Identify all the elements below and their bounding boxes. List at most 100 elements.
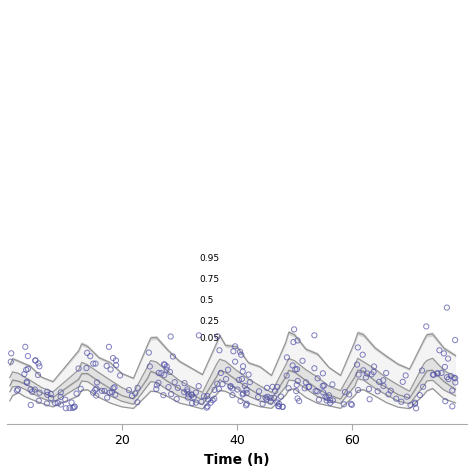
Point (243, 389, 250, 397)
Point (245, 371, 253, 378)
Point (368, 371, 375, 378)
Point (267, 394, 274, 402)
Text: 0.25: 0.25 (200, 318, 219, 327)
Point (364, 370, 371, 377)
Point (31, 386, 38, 393)
Point (235, 376, 243, 384)
Point (239, 391, 246, 398)
Point (346, 391, 353, 398)
Point (100, 387, 108, 395)
Point (54, 399, 62, 407)
Point (348, 401, 356, 409)
Point (279, 403, 286, 410)
Point (23, 379, 31, 387)
Point (242, 401, 250, 409)
Point (185, 391, 192, 398)
Point (44, 388, 51, 395)
Point (290, 338, 297, 346)
Point (322, 393, 329, 401)
Point (164, 383, 172, 391)
Point (277, 393, 285, 401)
Point (237, 397, 244, 405)
Point (452, 379, 459, 386)
Point (93, 385, 100, 392)
Point (36, 363, 43, 370)
Point (68, 399, 75, 406)
Point (203, 392, 211, 400)
Point (21, 343, 29, 351)
Point (259, 400, 266, 408)
Point (13, 387, 21, 394)
Point (440, 350, 447, 357)
Point (302, 379, 310, 386)
Point (134, 384, 141, 392)
Point (445, 375, 452, 383)
Point (299, 357, 306, 365)
Point (231, 358, 239, 365)
Point (32, 356, 39, 364)
Point (238, 375, 246, 383)
Point (62, 404, 70, 412)
Point (434, 369, 442, 377)
Point (93, 379, 101, 386)
Point (264, 393, 271, 401)
Point (451, 337, 459, 344)
Text: 0.05: 0.05 (200, 335, 220, 344)
Point (70, 403, 78, 411)
Text: 0.75: 0.75 (200, 275, 220, 284)
Point (325, 392, 333, 399)
Point (112, 362, 120, 369)
Point (174, 384, 182, 392)
Point (448, 387, 456, 394)
Point (243, 400, 251, 408)
Point (108, 388, 116, 396)
Point (436, 346, 443, 354)
Point (106, 389, 114, 396)
Point (411, 399, 419, 406)
Point (237, 351, 245, 358)
Point (36, 389, 43, 396)
Point (192, 389, 200, 396)
Point (188, 391, 195, 398)
Point (211, 386, 219, 394)
Point (239, 390, 247, 397)
Point (69, 404, 76, 412)
Point (370, 363, 378, 370)
Point (198, 398, 205, 405)
Point (57, 393, 64, 401)
Point (169, 353, 177, 360)
Point (292, 387, 300, 395)
Point (255, 393, 262, 401)
Point (274, 402, 282, 410)
Point (375, 378, 383, 386)
Point (183, 388, 191, 395)
Point (366, 395, 374, 403)
Point (163, 363, 171, 370)
Point (35, 397, 43, 405)
Point (160, 392, 167, 399)
Point (92, 360, 100, 367)
Point (89, 389, 97, 396)
Point (328, 381, 336, 388)
Point (270, 394, 278, 401)
Point (131, 390, 139, 397)
Point (292, 365, 299, 373)
Point (323, 397, 330, 404)
Point (51, 399, 59, 407)
Point (20, 370, 28, 378)
Point (128, 392, 136, 400)
Point (91, 386, 99, 393)
Point (161, 361, 169, 369)
Point (273, 399, 281, 406)
Point (222, 375, 230, 383)
Point (62, 396, 69, 403)
Point (32, 356, 39, 364)
Point (327, 399, 334, 407)
Point (291, 326, 298, 333)
Point (273, 383, 281, 391)
Point (146, 363, 154, 370)
Point (239, 363, 247, 370)
Point (419, 383, 427, 391)
Point (188, 391, 195, 399)
Point (326, 396, 334, 404)
